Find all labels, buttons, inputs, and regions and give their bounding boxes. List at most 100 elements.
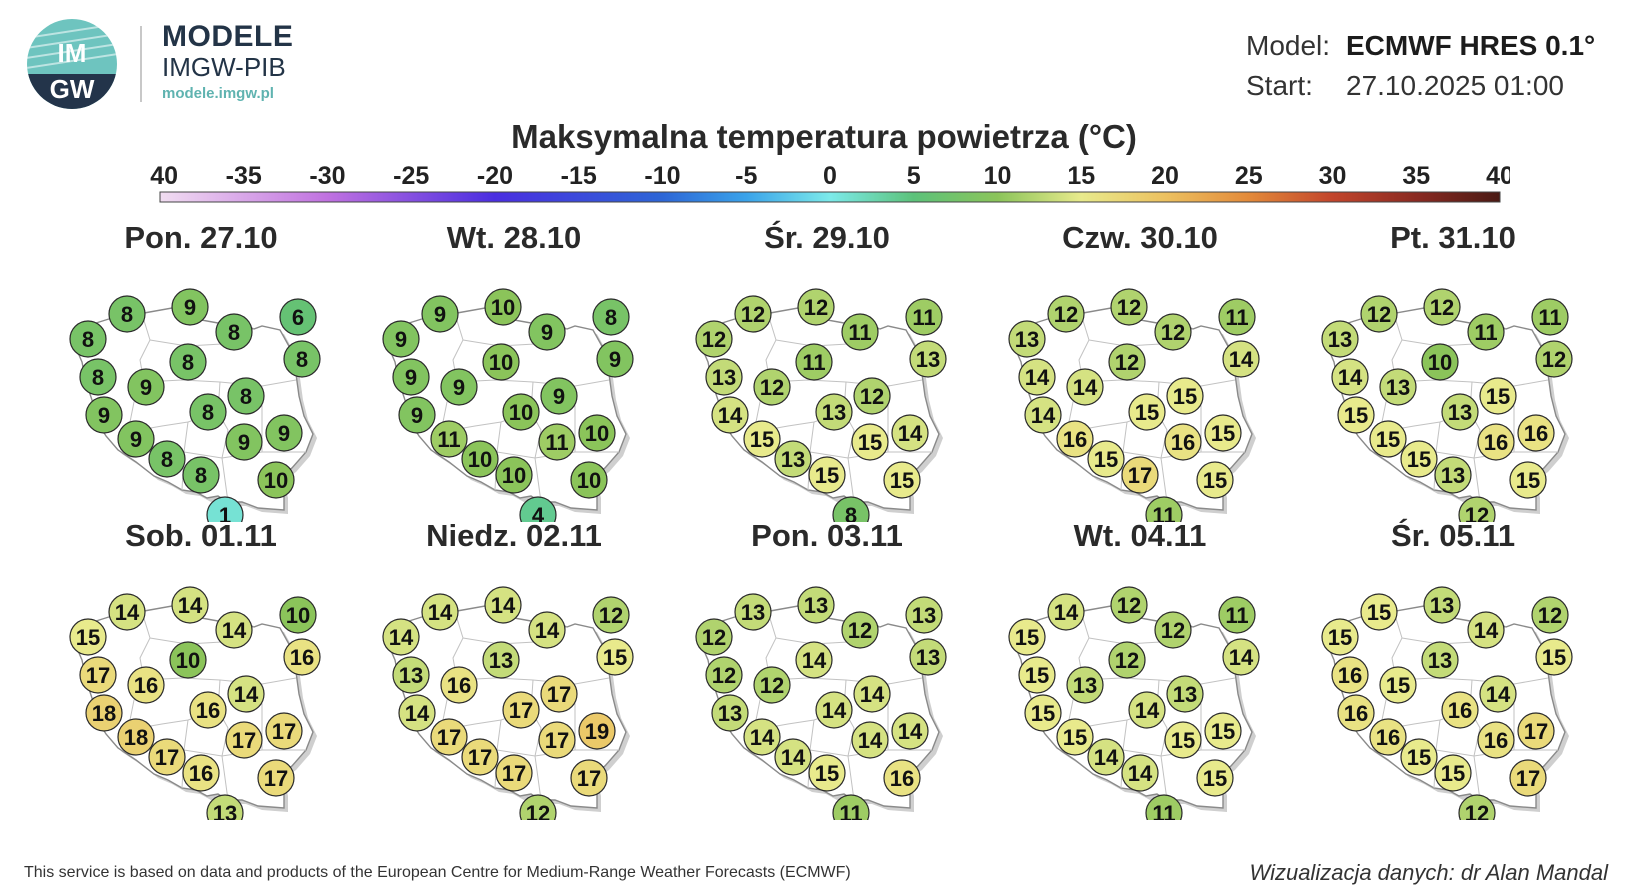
station-temperature-value: 13 [213, 801, 237, 820]
map-panel-day: 14 14 14 14 12 13 16 13 15 14 17 17 17 17 19 17 17 17 12 Ni… [349, 518, 679, 820]
station-marker [171, 586, 209, 624]
station-temperature-value: 14 [781, 745, 806, 770]
station-marker [1331, 656, 1369, 694]
station-temperature-value: 14 [750, 725, 775, 750]
station-temperature-value: 15 [1542, 645, 1566, 670]
station-marker [257, 461, 295, 499]
station-marker [1196, 759, 1234, 797]
station-marker [711, 396, 749, 434]
colorbar-tick-label: -40 [150, 164, 178, 190]
station-temperature-value: 12 [848, 618, 872, 643]
station-marker [808, 456, 846, 494]
station-marker [570, 461, 608, 499]
station-temperature-value: 15 [1441, 761, 1465, 786]
station-temperature-value: 14 [535, 618, 560, 643]
station-marker [592, 298, 630, 336]
station-marker [1218, 298, 1256, 336]
station-marker [79, 358, 117, 396]
station-marker [1110, 586, 1148, 624]
station-marker [1166, 675, 1204, 713]
station-marker [495, 456, 533, 494]
station-temperature-value: 10 [286, 603, 310, 628]
station-marker [227, 675, 265, 713]
station-temperature-value: 16 [134, 673, 158, 698]
station-temperature-value: 14 [860, 682, 885, 707]
station-temperature-value: 12 [1430, 295, 1454, 320]
station-temperature-value: 10 [489, 350, 513, 375]
station-marker [1441, 691, 1479, 729]
station-temperature-value: 17 [1516, 766, 1540, 791]
station-temperature-value: 16 [1484, 430, 1508, 455]
station-marker [891, 712, 929, 750]
station-marker [189, 393, 227, 431]
station-temperature-value: 16 [1376, 725, 1400, 750]
station-temperature-value: 16 [189, 761, 213, 786]
station-temperature-value: 12 [1115, 350, 1139, 375]
station-marker [1047, 593, 1085, 631]
station-temperature-value: 11 [1152, 503, 1175, 522]
station-temperature-value: 11 [912, 305, 935, 330]
station-marker [502, 691, 540, 729]
station-marker [69, 618, 107, 656]
station-temperature-value: 13 [1073, 673, 1097, 698]
station-temperature-value: 14 [1338, 365, 1363, 390]
colorbar-tick-label: -20 [477, 164, 513, 190]
station-temperature-value: 16 [890, 766, 914, 791]
day-label: Czw. 30.10 [1062, 220, 1218, 255]
station-marker [1477, 721, 1515, 759]
station-temperature-value: 14 [822, 698, 847, 723]
station-temperature-value: 15 [1094, 447, 1118, 472]
station-temperature-value: 14 [1031, 403, 1056, 428]
station-temperature-value: 14 [491, 593, 516, 618]
station-marker [398, 396, 436, 434]
colorbar-tick-label: 5 [907, 164, 921, 190]
station-marker [1421, 641, 1459, 679]
station-marker [1108, 343, 1146, 381]
station-marker [1509, 461, 1547, 499]
station-temperature-value: 15 [815, 463, 839, 488]
station-temperature-value: 14 [389, 625, 414, 650]
station-marker [795, 641, 833, 679]
station-marker [430, 718, 468, 756]
station-marker [421, 593, 459, 631]
day-label: Niedz. 02.11 [426, 518, 602, 553]
brand-url-link[interactable]: modele.imgw.pl [162, 85, 274, 102]
station-marker [495, 754, 533, 792]
station-temperature-value: 14 [115, 600, 140, 625]
station-marker [1360, 593, 1398, 631]
station-temperature-value: 15 [1025, 663, 1049, 688]
station-temperature-value: 17 [232, 728, 256, 753]
station-temperature-value: 9 [395, 327, 407, 352]
station-marker [169, 641, 207, 679]
station-temperature-value: 14 [1094, 745, 1119, 770]
station-marker [502, 393, 540, 431]
station-marker [398, 694, 436, 732]
station-temperature-value: 14 [1135, 698, 1160, 723]
station-temperature-value: 13 [1328, 327, 1352, 352]
station-temperature-value: 14 [1229, 347, 1254, 372]
station-marker [578, 414, 616, 452]
station-marker [705, 358, 743, 396]
station-marker [841, 313, 879, 351]
station-temperature-value: 9 [434, 302, 446, 327]
map-panel-day: 13 12 12 11 11 14 13 10 12 15 13 15 15 16 16 15 13 15 12 Pt… [1288, 220, 1618, 522]
station-marker [883, 759, 921, 797]
station-marker [883, 461, 921, 499]
map-panel-day: 12 12 12 11 11 13 12 11 13 14 13 12 15 15 14 13 15 15 8 Śr.… [662, 220, 992, 522]
station-temperature-value: 12 [860, 384, 884, 409]
station-marker [206, 794, 244, 820]
station-marker [1535, 340, 1573, 378]
station-temperature-value: 12 [741, 302, 765, 327]
station-temperature-value: 13 [399, 663, 423, 688]
station-temperature-value: 14 [1073, 375, 1098, 400]
station-marker [578, 712, 616, 750]
station-marker [1321, 618, 1359, 656]
station-marker [519, 496, 557, 522]
station-temperature-value: 13 [489, 648, 513, 673]
station-marker [440, 368, 478, 406]
station-marker [1517, 414, 1555, 452]
station-marker [482, 343, 520, 381]
station-marker [1531, 596, 1569, 634]
station-temperature-value: 15 [1407, 745, 1431, 770]
